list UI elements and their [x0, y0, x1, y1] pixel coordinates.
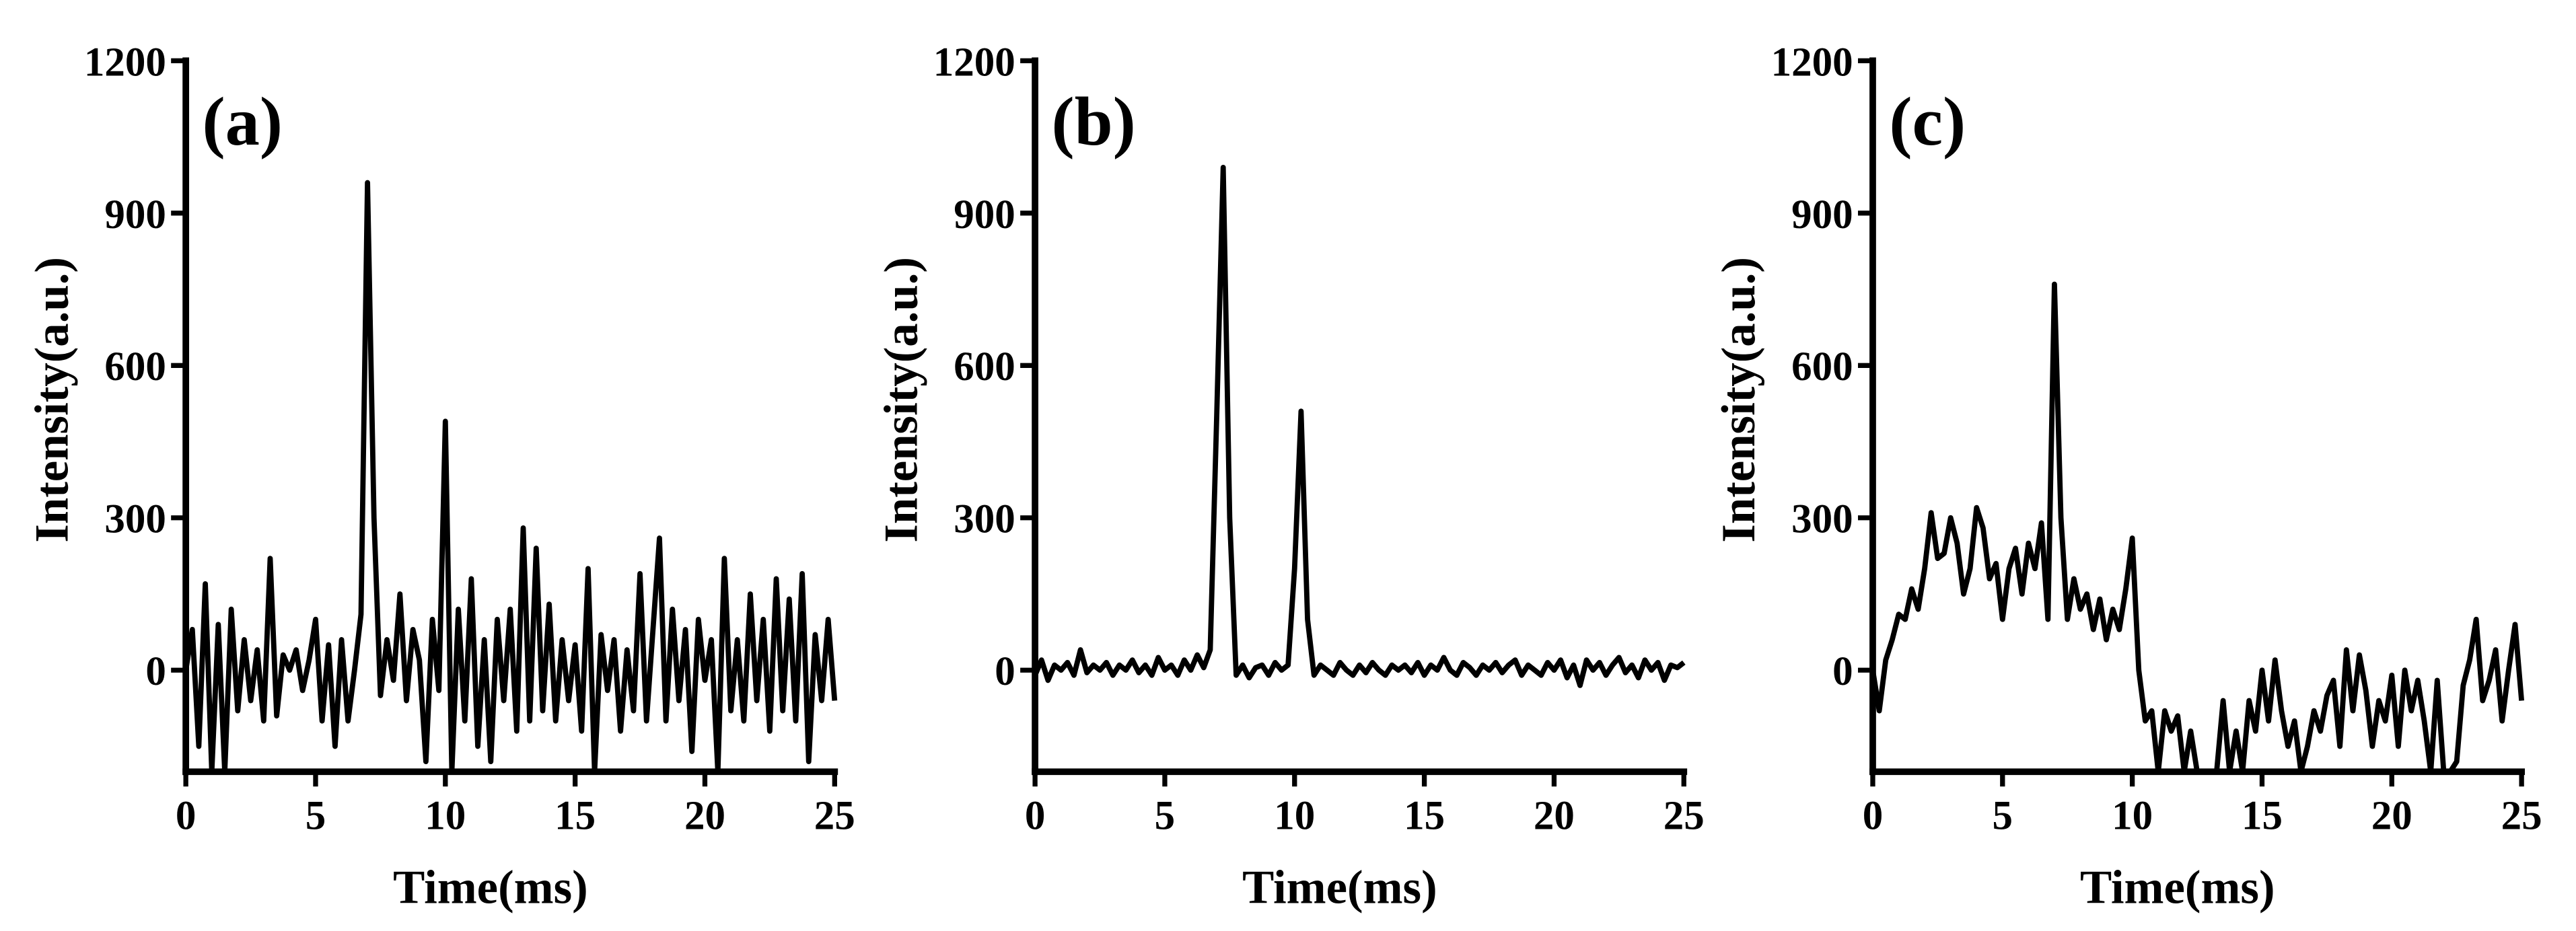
y-tick-label: 900 — [104, 192, 166, 237]
y-axis-title: Intensity(a.u.) — [26, 257, 78, 543]
y-tick-label: 600 — [104, 344, 166, 389]
x-axis-title: Time(ms) — [393, 862, 588, 914]
x-tick-label: 0 — [176, 794, 196, 839]
y-tick-label: 0 — [145, 649, 166, 694]
x-tick-label: 15 — [554, 794, 596, 839]
y-tick-label: 1200 — [1771, 40, 1853, 85]
x-tick-label: 15 — [2242, 794, 2283, 839]
panel: 0 300 600 900 1200 0 5 10 15 20 25 Time(ms) Intensit… — [875, 40, 1704, 914]
panel-label: (b) — [1052, 84, 1136, 160]
x-tick-label: 5 — [1155, 794, 1176, 839]
x-tick-label: 0 — [1025, 794, 1046, 839]
x-tick-label: 20 — [2371, 794, 2412, 839]
y-tick-label: 0 — [1832, 649, 1853, 694]
x-tick-label: 10 — [425, 794, 466, 839]
data-line — [1870, 281, 2525, 775]
y-axis-title: Intensity(a.u.) — [875, 257, 927, 543]
y-tick-label: 900 — [954, 192, 1015, 237]
panel: 0 300 600 900 1200 0 5 10 15 20 25 Time(ms) Intensit… — [1713, 40, 2542, 914]
x-tick-label: 25 — [814, 794, 855, 839]
x-tick-label: 5 — [306, 794, 326, 839]
y-tick-label: 1200 — [84, 40, 166, 85]
y-tick-label: 0 — [995, 649, 1015, 694]
y-tick-label: 600 — [1791, 344, 1853, 389]
panel-label: (a) — [203, 84, 283, 160]
y-tick-label: 300 — [104, 497, 166, 542]
x-tick-label: 10 — [1274, 794, 1315, 839]
x-tick-label: 10 — [2112, 794, 2153, 839]
x-tick-label: 25 — [1663, 794, 1705, 839]
x-axis-title: Time(ms) — [2080, 862, 2275, 914]
y-tick-label: 600 — [954, 344, 1015, 389]
y-axis-title: Intensity(a.u.) — [1713, 257, 1765, 543]
x-tick-label: 25 — [2501, 794, 2542, 839]
x-axis-title: Time(ms) — [1242, 862, 1437, 914]
x-tick-label: 20 — [1534, 794, 1575, 839]
y-tick-label: 1200 — [933, 40, 1015, 85]
x-tick-label: 15 — [1404, 794, 1445, 839]
y-tick-label: 300 — [1791, 497, 1853, 542]
x-tick-label: 5 — [1993, 794, 2013, 839]
x-tick-label: 0 — [1863, 794, 1884, 839]
panel: 0 300 600 900 1200 0 5 10 15 20 25 Time(ms) Intensit… — [26, 40, 855, 914]
data-line — [183, 180, 838, 775]
x-tick-label: 20 — [684, 794, 725, 839]
y-tick-label: 300 — [954, 497, 1015, 542]
panel-label: (c) — [1889, 84, 1966, 160]
data-line — [1032, 164, 1686, 688]
y-tick-label: 900 — [1791, 192, 1853, 237]
